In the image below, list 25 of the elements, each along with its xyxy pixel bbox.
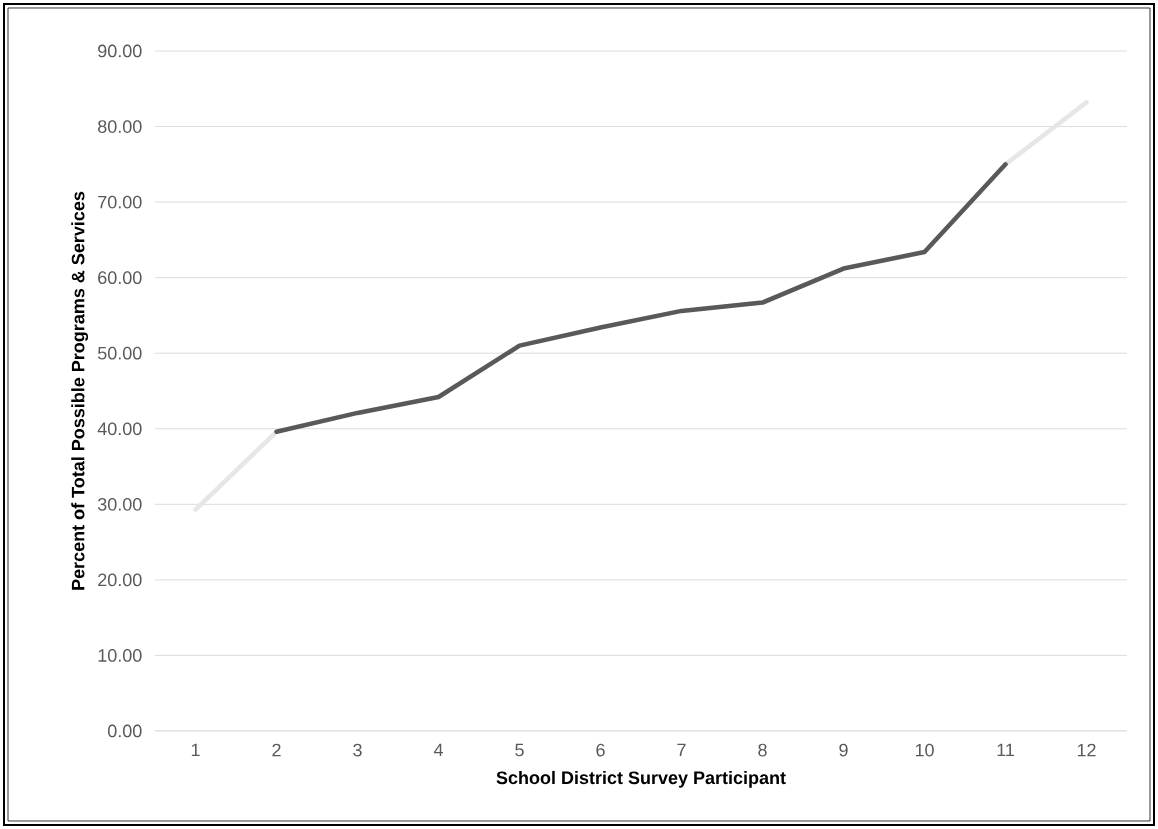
y-tick-label: 40.00 xyxy=(97,422,142,436)
x-tick-label: 2 xyxy=(272,743,281,757)
x-tick-label: 10 xyxy=(915,743,934,757)
y-tick-label: 70.00 xyxy=(98,195,142,209)
x-tick-label: 3 xyxy=(353,743,362,757)
x-tick-label: 8 xyxy=(758,743,767,757)
y-tick-label: 10.00 xyxy=(98,649,142,662)
y-tick-label: 30.00 xyxy=(97,497,142,511)
x-tick-label: 12 xyxy=(1077,743,1096,757)
x-tick-label: 5 xyxy=(515,743,524,757)
x-tick-label: 7 xyxy=(677,743,686,757)
x-tick-label: 9 xyxy=(839,743,848,757)
y-axis-title: Percent of Total Possible Programs & Services xyxy=(71,191,89,590)
line-series xyxy=(274,162,1008,435)
x-axis-title: School District Survey Participant xyxy=(496,770,786,788)
x-tick-label: 11 xyxy=(997,743,1014,757)
y-tick-label: 80.00 xyxy=(98,120,142,133)
y-tick-label: 50.00 xyxy=(97,346,142,360)
x-tick-label: 6 xyxy=(596,743,605,757)
y-tick-label: 20.00 xyxy=(98,573,142,587)
y-tick-label: 60.00 xyxy=(98,271,142,285)
y-tick-label: 0.00 xyxy=(107,724,142,738)
y-tick-label: 90.00 xyxy=(98,44,142,58)
x-tick-label: 4 xyxy=(433,743,443,757)
x-tick-label: 1 xyxy=(191,743,200,757)
